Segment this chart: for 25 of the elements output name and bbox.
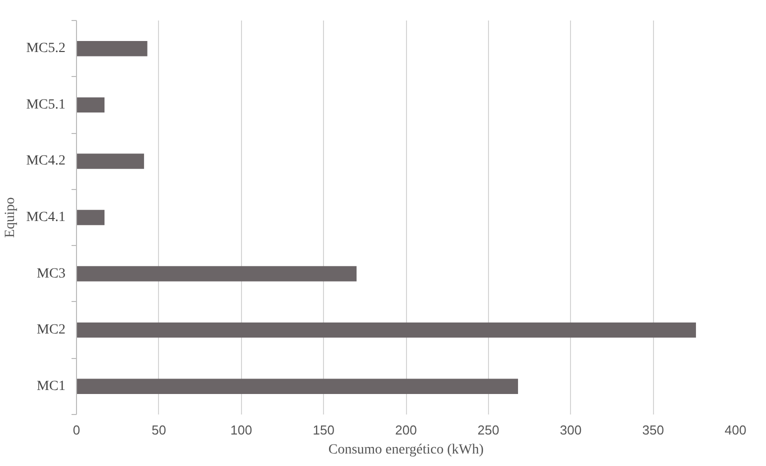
y-tick-label: MC2: [36, 322, 66, 338]
x-tick-label: 150: [312, 422, 334, 438]
x-axis-title: Consumo energético (kWh): [328, 442, 484, 458]
y-axis-title: Equipo: [3, 197, 18, 238]
x-tick-label: 250: [478, 422, 500, 438]
bar: [76, 266, 357, 282]
bar: [76, 41, 148, 56]
x-tick-label: 200: [395, 422, 417, 438]
x-tick-label: 400: [724, 422, 746, 438]
x-tick-label: 100: [230, 422, 252, 438]
bar: [76, 154, 144, 169]
bar: [76, 210, 105, 226]
y-tick-label: MC5.2: [26, 41, 66, 56]
x-tick-label: 50: [152, 422, 166, 438]
bar: [76, 378, 518, 394]
y-tick-label: MC4.1: [26, 210, 66, 225]
x-tick-label: 350: [642, 422, 664, 438]
bar: [76, 322, 696, 338]
y-tick-label: MC5.1: [26, 97, 66, 112]
y-tick-label: MC1: [36, 378, 66, 394]
x-tick-label: 0: [72, 422, 80, 438]
bar: [76, 97, 105, 113]
y-tick-label: MC3: [36, 266, 66, 282]
y-tick-label: MC4.2: [26, 154, 66, 169]
x-tick-label: 300: [560, 422, 582, 438]
